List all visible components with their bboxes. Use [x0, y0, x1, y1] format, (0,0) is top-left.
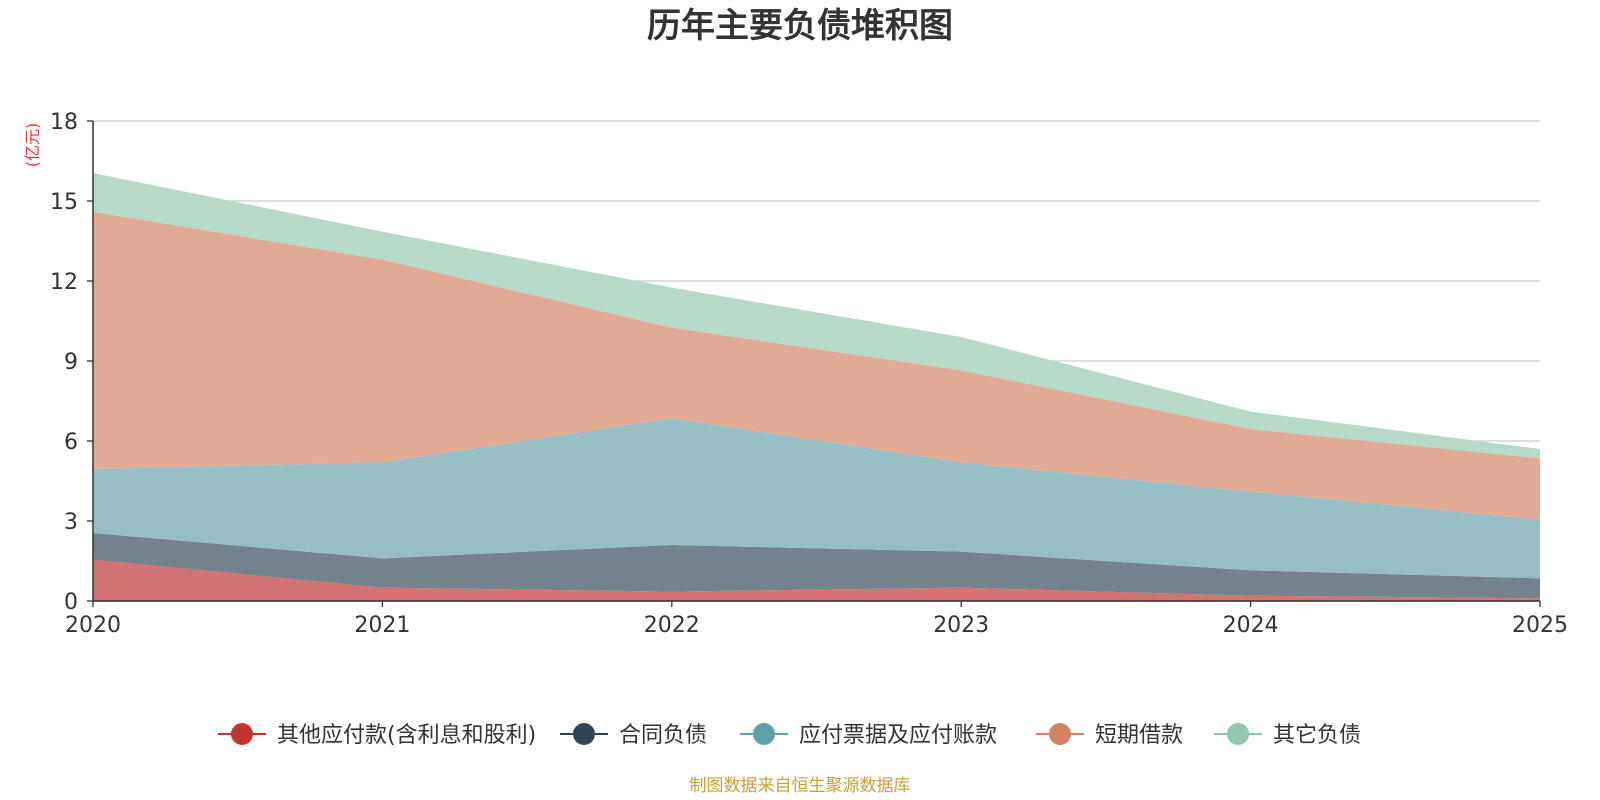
legend-label: 应付票据及应付账款	[799, 723, 997, 748]
area-series-4	[93, 211, 1540, 520]
x-tick-label: 2024	[1223, 613, 1279, 638]
legend-label: 其他应付款(含利息和股利)	[277, 723, 536, 748]
y-tick-label: 9	[64, 350, 78, 375]
y-tick-label: 12	[50, 270, 78, 295]
area-series-5	[93, 173, 1540, 459]
y-tick-label: 0	[64, 590, 78, 615]
legend-item-2[interactable]: 合同负债	[560, 723, 707, 748]
x-tick-label: 2025	[1512, 613, 1568, 638]
y-tick-label: 3	[64, 510, 78, 535]
x-tick-label: 2022	[644, 613, 700, 638]
area-series	[93, 173, 1540, 601]
legend-marker	[1227, 723, 1249, 745]
y-axis-unit-label: (亿元)	[23, 123, 42, 168]
x-tick-label: 2020	[65, 613, 121, 638]
legend-item-5[interactable]: 其它负债	[1214, 723, 1361, 748]
x-tick-label: 2023	[933, 613, 989, 638]
x-tick-label: 2021	[354, 613, 410, 638]
area-series-3	[93, 418, 1540, 579]
area-series-1	[93, 559, 1540, 601]
axes: 0 3 6 9 12 15 18 2020 2021 2022 2023 2024 2025	[50, 110, 1568, 638]
legend-item-4[interactable]: 短期借款	[1036, 723, 1183, 748]
y-tick-label: 6	[64, 430, 78, 455]
chart-title: 历年主要负债堆积图	[647, 6, 953, 46]
y-tick-label: 18	[50, 110, 78, 135]
y-tick-label: 15	[50, 190, 78, 215]
legend-marker	[1049, 723, 1071, 745]
legend-marker	[753, 723, 775, 745]
data-source-note: 制图数据来自恒生聚源数据库	[690, 776, 911, 796]
area-series-2	[93, 533, 1540, 599]
legend-marker	[231, 723, 253, 745]
legend-marker	[573, 723, 595, 745]
legend-label: 短期借款	[1095, 723, 1183, 748]
legend-item-3[interactable]: 应付票据及应付账款	[740, 723, 997, 748]
legend-item-1[interactable]: 其他应付款(含利息和股利)	[218, 723, 536, 748]
legend-label: 其它负债	[1273, 723, 1361, 748]
legend-label: 合同负债	[619, 723, 707, 748]
legend[interactable]: 其他应付款(含利息和股利) 合同负债 应付票据及应付账款 短期借款 其它负债	[218, 723, 1361, 748]
